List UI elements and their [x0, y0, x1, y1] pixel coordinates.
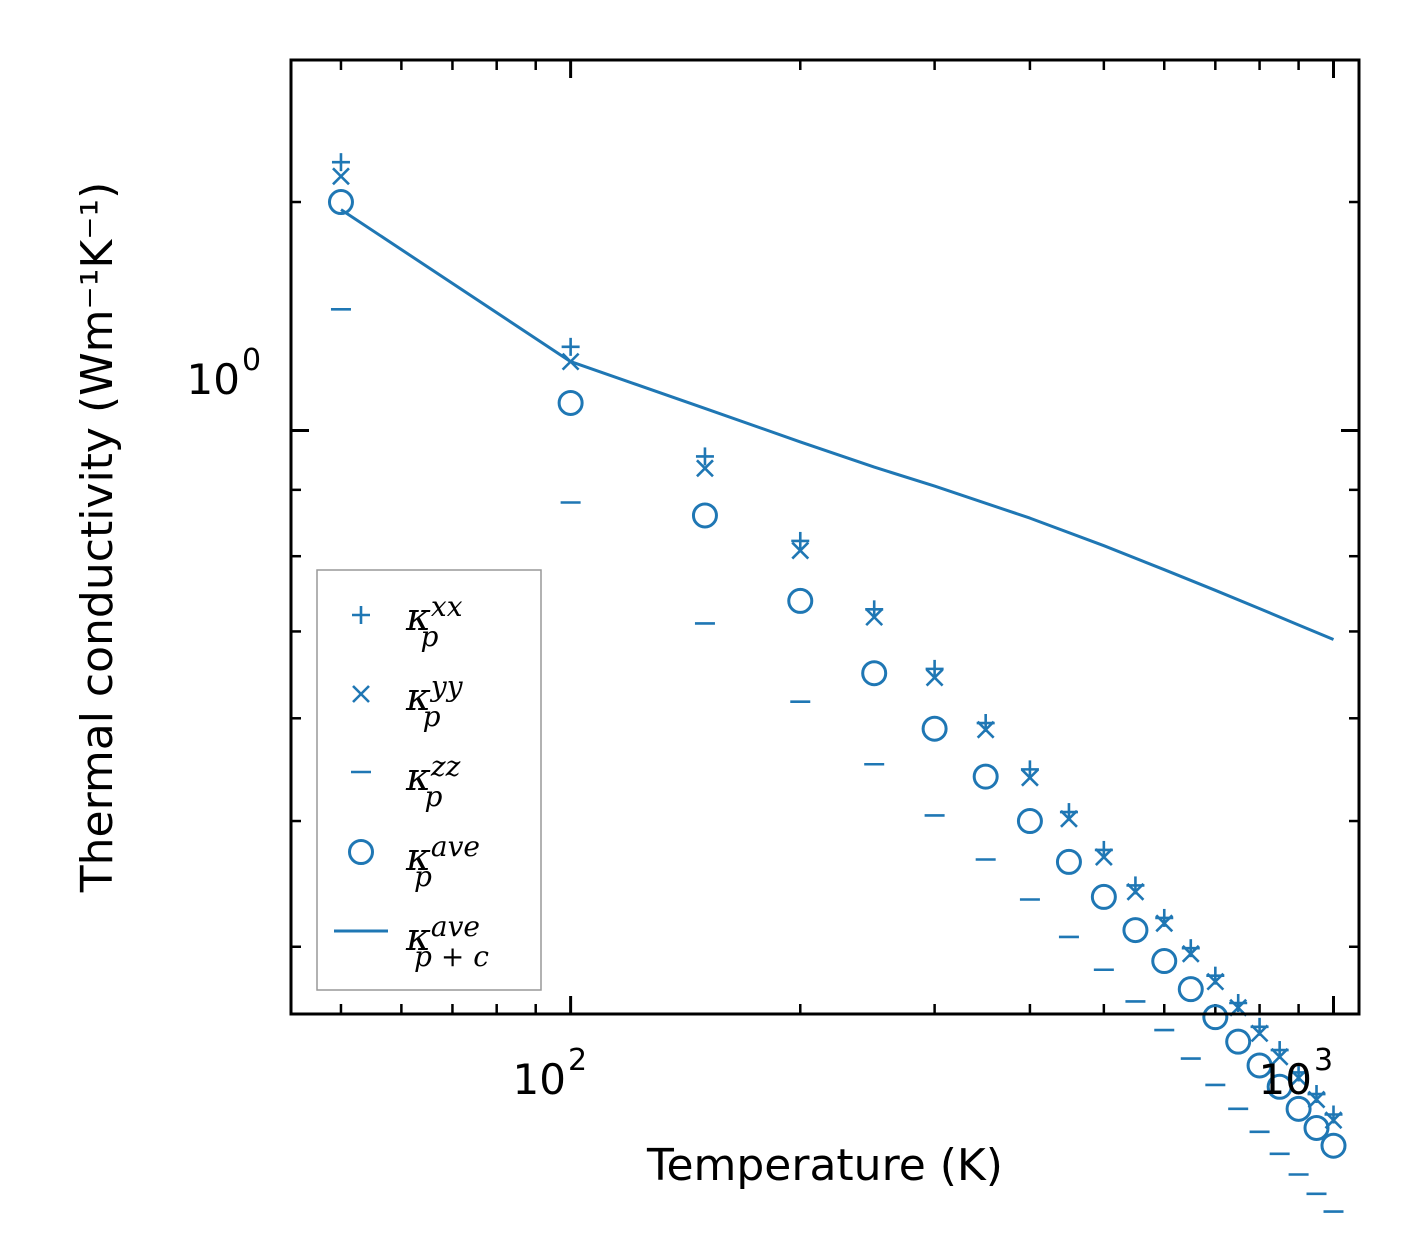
legend-sup-zz: zz — [430, 750, 461, 783]
x-tick-label-1000: 10 3 — [1259, 1043, 1334, 1104]
data-point-ave — [787, 587, 814, 614]
data-point-ave — [1055, 848, 1082, 875]
data-point-ave — [1266, 1073, 1293, 1100]
legend-handle-ave — [348, 839, 374, 865]
x-tick-label-100: 10 2 — [513, 1043, 588, 1104]
data-point-ave — [972, 763, 999, 790]
data-point-ave — [861, 660, 888, 687]
data-point-yy — [1270, 1047, 1289, 1066]
minor-ticks — [291, 60, 1359, 1014]
data-point-yy — [1060, 809, 1078, 828]
legend-symbol-xx: κ — [405, 595, 431, 639]
legend-symbol-zz: κ — [405, 755, 431, 799]
data-point-xx — [925, 659, 944, 678]
legend-symbol-ave-pc: κ — [405, 915, 431, 959]
data-point-ave — [691, 502, 718, 529]
data-point-yy — [976, 720, 995, 739]
series-zz — [330, 307, 1344, 1213]
data-point-xx — [561, 337, 580, 356]
data-point-ave — [1151, 948, 1178, 975]
legend-sup-ave-pc: ave — [431, 910, 480, 943]
legend-sub-ave-pc: p + c — [414, 940, 489, 973]
data-point-yy — [1094, 848, 1113, 867]
x-tick-label-100-exp: 2 — [568, 1043, 587, 1078]
legend-sup-yy: yy — [429, 670, 464, 703]
data-point-ave — [1320, 1132, 1347, 1159]
y-tick-label-1-exp: 0 — [242, 343, 261, 378]
legend-sub-zz: p — [424, 780, 442, 813]
data-point-ave — [1285, 1095, 1312, 1122]
data-point-yy — [925, 668, 944, 687]
series-layer — [327, 153, 1347, 1213]
major-ticks — [291, 60, 1359, 1014]
x-tick-label-1000-exp: 3 — [1314, 1043, 1333, 1078]
legend-box — [316, 569, 542, 991]
data-point-xx — [1020, 760, 1039, 779]
legend-handle-yy — [352, 685, 370, 703]
legend-sub-xx: p — [421, 620, 439, 653]
x-axis-label: Temperature (K) — [646, 1140, 1003, 1191]
data-point-yy — [1307, 1090, 1326, 1109]
data-point-ave — [1202, 1004, 1229, 1031]
data-point-ave — [1246, 1052, 1273, 1079]
data-point-yy — [791, 541, 810, 560]
series-yy — [332, 167, 1343, 1130]
data-point-ave — [327, 189, 354, 216]
legend-label-ave: κave p — [405, 830, 480, 893]
data-point-yy — [1289, 1068, 1308, 1087]
legend: κxx p κyy p κzz p κave p κave p + c — [316, 569, 542, 991]
data-point-yy — [332, 167, 350, 186]
legend-handles — [334, 606, 388, 933]
legend-sub-yy: p — [423, 700, 441, 733]
data-point-yy — [1021, 768, 1039, 787]
data-point-ave — [1177, 976, 1204, 1003]
data-point-yy — [1250, 1024, 1269, 1043]
data-point-yy — [865, 608, 884, 627]
legend-label-zz: κzz p — [405, 750, 461, 813]
legend-label-ave-pc: κave p + c — [405, 910, 489, 973]
y-tick-label-1: 10 0 — [187, 343, 262, 404]
data-point-xx — [695, 447, 714, 466]
legend-sup-xx: xx — [431, 590, 463, 623]
legend-label-xx: κxx p — [405, 590, 463, 653]
legend-label-yy: κyy p — [405, 670, 464, 733]
legend-handle-xx — [352, 606, 370, 624]
x-tick-label-1000-base: 10 — [1259, 1055, 1312, 1104]
data-point-ave — [1225, 1028, 1252, 1055]
legend-sub-ave: p — [414, 860, 432, 893]
data-point-ave — [1090, 883, 1117, 910]
x-tick-label-100-base: 10 — [513, 1055, 566, 1104]
series-line-ave-pc — [340, 208, 1335, 641]
data-point-yy — [1126, 882, 1145, 901]
legend-sup-ave: ave — [431, 830, 480, 863]
series-ave-pc — [340, 208, 1335, 641]
data-point-yy — [1206, 972, 1225, 991]
series-ave — [327, 189, 1347, 1159]
data-point-ave — [557, 389, 584, 416]
plot-frame — [289, 58, 1361, 1016]
legend-symbol-yy: κ — [405, 675, 431, 719]
data-point-yy — [696, 459, 714, 478]
data-point-ave — [1303, 1114, 1330, 1141]
y-axis-label: Thermal conductivity (Wm⁻¹K⁻¹) — [72, 182, 123, 894]
data-point-xx — [331, 153, 350, 172]
data-point-yy — [1181, 944, 1200, 963]
legend-symbol-ave: κ — [405, 835, 431, 879]
data-point-yy — [1155, 914, 1174, 933]
data-point-xx — [791, 531, 810, 550]
data-point-ave — [921, 715, 948, 742]
data-point-ave — [1016, 808, 1043, 835]
y-tick-label-1-base: 10 — [187, 355, 240, 404]
data-point-ave — [1122, 917, 1149, 944]
